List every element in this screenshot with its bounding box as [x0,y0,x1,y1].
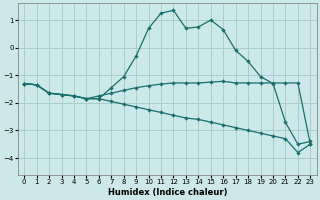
X-axis label: Humidex (Indice chaleur): Humidex (Indice chaleur) [108,188,227,197]
